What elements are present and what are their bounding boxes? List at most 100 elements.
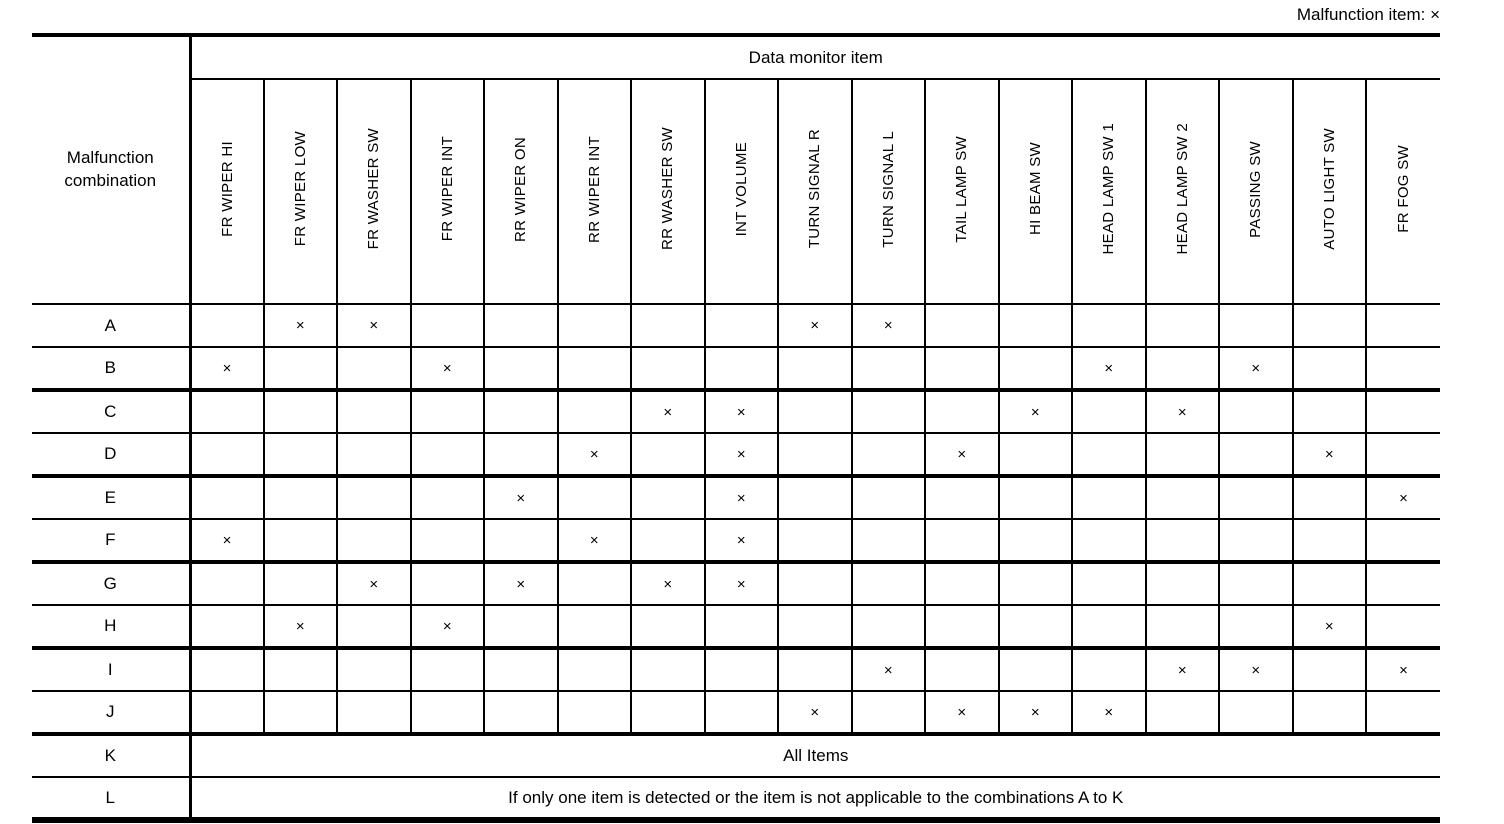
group-header-row: Malfunction combination Data monitor ite… — [32, 33, 1440, 305]
matrix-cell-d-turn-signal-r — [777, 432, 853, 478]
matrix-cell-a-int-volume — [703, 303, 780, 348]
matrix-cell-f-rr-wiper-on — [483, 518, 559, 564]
table-row-g: G × × × × — [32, 561, 1440, 606]
matrix-cell-g-fr-wiper-int — [409, 561, 486, 606]
matrix-cell-g-int-volume: × — [703, 561, 780, 606]
table-row-a: A × × × × — [32, 303, 1440, 348]
matrix-cell-j-rr-washer-sw — [630, 690, 706, 736]
matrix-cell-e-auto-light-sw — [1291, 475, 1368, 520]
column-header-fr-fog-sw: FR FOG SW — [1365, 78, 1440, 305]
row-label-l: L — [32, 776, 192, 823]
column-header-label: RR WIPER ON — [512, 136, 530, 242]
matrix-cell-h-tail-lamp-sw — [924, 604, 1000, 650]
matrix-cell-i-turn-signal-l: × — [850, 647, 927, 692]
matrix-cell-j-turn-signal-r: × — [777, 690, 853, 736]
matrix-cell-j-fr-wiper-hi — [189, 690, 265, 736]
matrix-cell-a-fr-washer-sw: × — [336, 303, 412, 348]
column-header-label: RR WASHER SW — [659, 127, 677, 251]
table-row-h: H × × × — [32, 604, 1440, 650]
column-header-label: FR WIPER HI — [218, 141, 236, 237]
matrix-cell-h-passing-sw — [1218, 604, 1294, 650]
column-header-label: TURN SIGNAL L — [879, 130, 897, 248]
matrix-cell-h-fr-wiper-int: × — [409, 604, 486, 650]
malfunction-item-note: Malfunction item: × — [1297, 5, 1440, 25]
matrix-cell-c-fr-fog-sw — [1365, 389, 1440, 434]
matrix-cell-d-passing-sw — [1218, 432, 1294, 478]
matrix-cell-f-auto-light-sw — [1291, 518, 1368, 564]
column-header-fr-wiper-hi: FR WIPER HI — [190, 78, 265, 305]
matrix-cell-j-head-lamp-sw-2 — [1144, 690, 1221, 736]
matrix-cell-f-tail-lamp-sw — [924, 518, 1000, 564]
matrix-cell-f-fr-washer-sw — [336, 518, 412, 564]
matrix-cell-f-head-lamp-sw-2 — [1144, 518, 1221, 564]
column-header-head-lamp-sw-2: HEAD LAMP SW 2 — [1144, 78, 1221, 305]
matrix-cell-a-rr-wiper-int — [556, 303, 633, 348]
matrix-cell-d-fr-wiper-int — [409, 432, 486, 478]
matrix-cell-d-fr-fog-sw — [1365, 432, 1440, 478]
matrix-cell-b-fr-wiper-low — [262, 346, 339, 392]
matrix-cell-e-fr-wiper-int — [409, 475, 486, 520]
column-header-label: INT VOLUME — [732, 141, 750, 237]
matrix-cell-d-auto-light-sw: × — [1291, 432, 1368, 478]
matrix-cell-d-head-lamp-sw-1 — [1071, 432, 1147, 478]
matrix-cell-i-rr-wiper-int — [556, 647, 633, 692]
row-l-span-text: If only one item is detected or the item… — [189, 776, 1440, 823]
matrix-cell-e-rr-wiper-int — [556, 475, 633, 520]
matrix-cell-c-turn-signal-l — [850, 389, 927, 434]
matrix-cell-g-rr-wiper-on: × — [483, 561, 559, 606]
matrix-cell-c-fr-wiper-hi — [189, 389, 265, 434]
matrix-cell-h-turn-signal-r — [777, 604, 853, 650]
matrix-cell-j-rr-wiper-int — [556, 690, 633, 736]
matrix-cell-a-turn-signal-l: × — [850, 303, 927, 348]
matrix-cell-d-fr-wiper-hi — [189, 432, 265, 478]
matrix-cell-a-fr-wiper-low: × — [262, 303, 339, 348]
matrix-cell-h-head-lamp-sw-2 — [1144, 604, 1221, 650]
column-header-label: FR WASHER SW — [365, 128, 383, 250]
matrix-cell-e-passing-sw — [1218, 475, 1294, 520]
matrix-cell-d-fr-wiper-low — [262, 432, 339, 478]
matrix-cell-g-fr-wiper-low — [262, 561, 339, 606]
column-header-fr-wiper-low: FR WIPER LOW — [262, 78, 339, 305]
data-monitor-item-header: Data monitor item — [189, 33, 1440, 80]
column-header-int-volume: INT VOLUME — [703, 78, 780, 305]
matrix-cell-c-fr-wiper-low — [262, 389, 339, 434]
column-header-auto-light-sw: AUTO LIGHT SW — [1291, 78, 1368, 305]
column-header-label: FR FOG SW — [1395, 145, 1413, 233]
matrix-cell-f-fr-wiper-low — [262, 518, 339, 564]
column-header-label: AUTO LIGHT SW — [1320, 128, 1338, 250]
matrix-cell-h-rr-wiper-int — [556, 604, 633, 650]
matrix-cell-c-rr-wiper-int — [556, 389, 633, 434]
matrix-cell-a-passing-sw — [1218, 303, 1294, 348]
column-header-row: FR WIPER HI FR WIPER LOW FR WASHER SW FR WI… — [32, 78, 1440, 305]
matrix-cell-c-int-volume: × — [703, 389, 780, 434]
matrix-cell-b-fr-wiper-hi: × — [189, 346, 265, 392]
row-label-c: C — [32, 389, 192, 434]
table-row-k: K All Items — [32, 733, 1440, 778]
matrix-cell-f-head-lamp-sw-1 — [1071, 518, 1147, 564]
matrix-cell-j-head-lamp-sw-1: × — [1071, 690, 1147, 736]
matrix-cell-j-hi-beam-sw: × — [997, 690, 1074, 736]
matrix-cell-g-fr-fog-sw — [1365, 561, 1440, 606]
matrix-cell-e-int-volume: × — [703, 475, 780, 520]
matrix-cell-a-fr-fog-sw — [1365, 303, 1440, 348]
matrix-cell-d-rr-wiper-on — [483, 432, 559, 478]
matrix-cell-h-head-lamp-sw-1 — [1071, 604, 1147, 650]
matrix-cell-f-fr-fog-sw — [1365, 518, 1440, 564]
matrix-cell-b-auto-light-sw — [1291, 346, 1368, 392]
matrix-cell-h-hi-beam-sw — [997, 604, 1074, 650]
column-header-label: TURN SIGNAL R — [806, 129, 824, 249]
corner-header-malfunction-combination: Malfunction combination — [32, 33, 192, 305]
matrix-cell-j-tail-lamp-sw: × — [924, 690, 1000, 736]
matrix-cell-f-hi-beam-sw — [997, 518, 1074, 564]
row-label-j: J — [32, 690, 192, 736]
column-header-turn-signal-r: TURN SIGNAL R — [777, 78, 853, 305]
table-row-j: J × × × × — [32, 690, 1440, 736]
matrix-cell-c-rr-washer-sw: × — [630, 389, 706, 434]
matrix-cell-a-rr-wiper-on — [483, 303, 559, 348]
matrix-cell-i-fr-washer-sw — [336, 647, 412, 692]
column-header-rr-washer-sw: RR WASHER SW — [630, 78, 706, 305]
matrix-cell-i-passing-sw: × — [1218, 647, 1294, 692]
matrix-cell-i-turn-signal-r — [777, 647, 853, 692]
matrix-cell-b-rr-wiper-on — [483, 346, 559, 392]
matrix-cell-i-rr-washer-sw — [630, 647, 706, 692]
